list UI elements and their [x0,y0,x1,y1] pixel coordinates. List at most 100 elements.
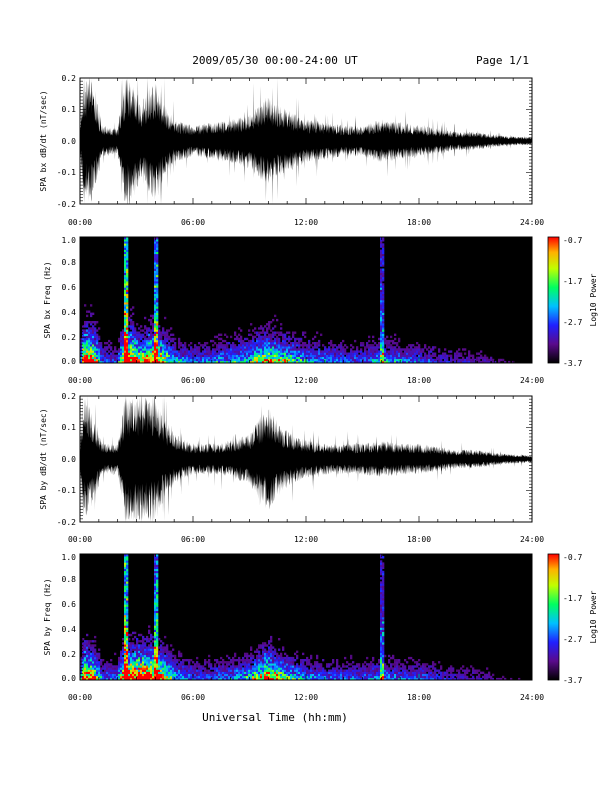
spectrogram-cell [102,659,105,662]
spectrogram-cell [140,671,143,674]
spectrogram-cell [214,335,217,339]
spectrogram-cell [380,287,383,290]
spectrogram-cell [126,270,129,273]
spectrogram-cell [122,348,125,351]
spectrogram-cell [336,358,339,362]
spectrogram-cell [260,665,263,668]
spectrogram-cell [266,335,269,339]
spectrogram-cell [416,663,419,666]
spectrogram-cell [124,608,127,611]
spectrogram-cell [140,656,143,660]
spectrogram-cell [250,350,253,353]
spectrogram-cell [332,661,335,664]
spectrogram-cell [80,661,83,664]
spectrogram-cell [204,344,207,347]
spectrogram-cell [272,646,275,649]
spectrogram-cell [174,356,177,360]
spectrogram-cell [444,360,447,364]
spectrogram-cell [258,348,261,351]
spectrogram-cell [132,337,135,341]
spectrogram-cell [256,342,259,345]
spectrogram-cell [362,354,365,357]
spectrogram-cell [124,652,127,656]
spectrogram-cell [236,352,239,355]
spectrogram-cell [156,598,159,601]
spectrogram-cell [190,667,193,670]
spectrogram-cell [124,656,127,660]
spectrogram-cell [308,669,311,672]
spectrogram-cell [156,241,159,244]
spectrogram-cell [136,652,139,656]
spectrogram-cell [392,346,395,349]
spectrogram-cell [296,663,299,666]
spectrogram-cell [342,673,345,677]
spectrogram-cell [124,562,127,565]
spectrogram-cell [90,327,93,330]
spectrogram-cell [394,669,397,672]
spectrogram-cell [274,342,277,345]
spectrogram-cell [90,342,93,345]
spectrogram-cell [322,675,325,679]
spectrogram-cell [418,663,421,666]
spectrogram-cell [368,673,371,677]
spectrogram-cell [288,677,291,681]
spectrogram-cell [354,354,357,357]
spectrogram-cell [358,663,361,666]
spectrogram-cell [270,360,273,364]
spectrogram-cell [160,667,163,670]
spectrogram-cell [284,652,287,656]
spectrogram-cell [124,673,127,677]
spectrogram-cell [420,667,423,670]
spectrogram-cell [110,667,113,670]
spectrogram-cell [128,644,131,647]
spectrogram-cell [90,331,93,334]
spectrogram-cell [242,360,245,364]
spectrogram-cell [132,350,135,353]
spectrogram-cell [390,335,393,339]
spectrogram-cell [228,675,231,679]
spectrogram-cell [392,667,395,670]
spectrogram-cell [348,360,351,364]
spectrogram-cell [408,665,411,668]
spectrogram-cell [344,352,347,355]
spectrogram-cell [406,346,409,349]
spectrogram-cell [300,360,303,364]
spectrogram-cell [316,360,319,364]
spectrogram-cell [110,671,113,674]
spectrogram-cell [438,360,441,364]
spectrogram-cell [346,354,349,357]
spectrogram-cell [376,671,379,674]
spectrogram-cell [116,358,119,362]
spectrogram-cell [240,337,243,341]
spectrogram-cell [382,635,385,639]
spectrogram-cell [394,360,397,364]
spectrogram-cell [368,663,371,666]
spectrogram-cell [126,577,129,580]
spectrogram-cell [122,661,125,664]
spectrogram-cell [164,656,167,660]
spectrogram-cell [256,659,259,662]
spectrogram-cell [182,665,185,668]
spectrogram-cell [126,331,129,334]
spectrogram-cell [230,348,233,351]
spectrogram-cell [152,316,155,320]
spectrogram-cell [152,673,155,677]
spectrogram-cell [452,358,455,362]
spectrogram-cell [314,661,317,664]
spectrogram-cell [450,360,453,364]
spectrogram-cell [126,560,129,563]
spectrogram-cell [262,650,265,653]
bx-dbdt-xtick: 12:00 [294,218,318,227]
spectrogram-cell [186,352,189,355]
spectrogram-cell [266,356,269,360]
spectrogram-cell [144,337,147,341]
spectrogram-cell [124,329,127,332]
spectrogram-cell [278,661,281,664]
spectrogram-cell [324,673,327,677]
spectrogram-cell [278,348,281,351]
spectrogram-cell [406,360,409,364]
spectrogram-cell [94,348,97,351]
spectrogram-cell [298,673,301,677]
spectrogram-cell [126,283,129,286]
spectrogram-cell [138,659,141,662]
